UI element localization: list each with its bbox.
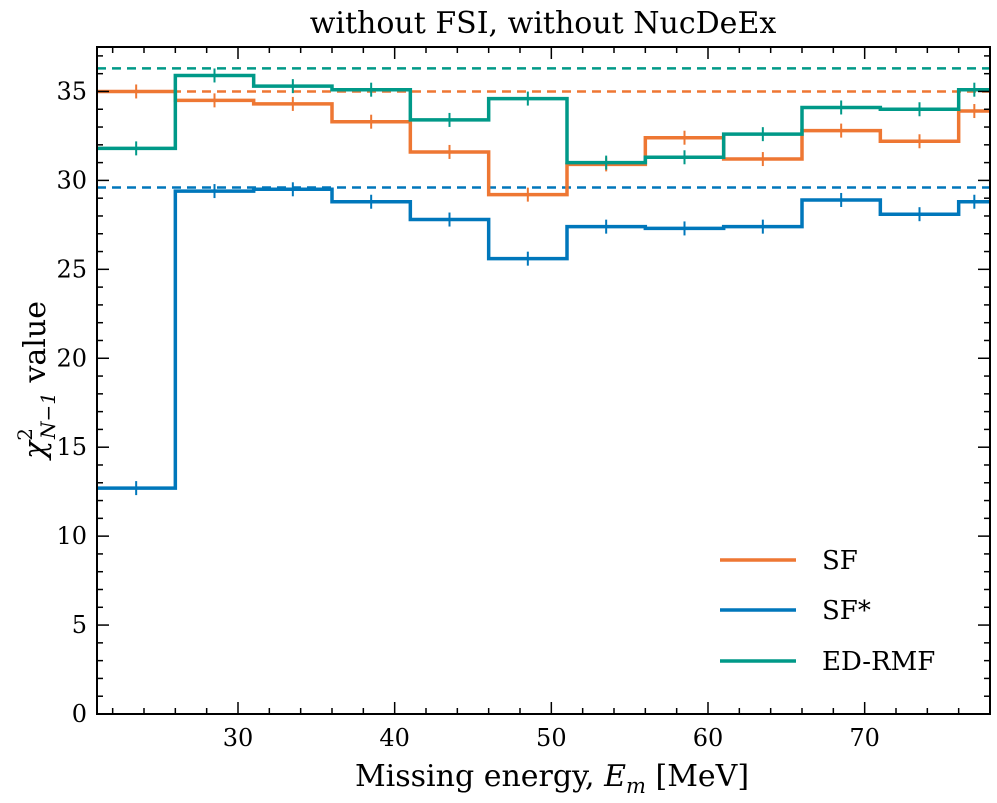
series-layer	[97, 67, 990, 496]
axes-layer: 30 40 50 60 70 0 5 10 15 20 25 30 35	[56, 46, 991, 752]
y-tick-label-30: 30	[56, 166, 87, 194]
y-axis-label: χ2N−1 value	[13, 301, 60, 461]
y-tick-label-15: 15	[56, 433, 87, 461]
y-axis-label-sub: N−1	[36, 392, 60, 440]
y-tick-label-0: 0	[72, 700, 87, 728]
x-tick-label-40: 40	[379, 724, 410, 752]
legend: SF SF* ED-RMF	[720, 546, 935, 677]
y-axis-label-suffix: value	[18, 301, 53, 392]
x-axis-label-unit: [MeV]	[646, 759, 749, 794]
y-tick-label-5: 5	[72, 611, 87, 639]
y-tick-label-25: 25	[56, 255, 87, 283]
y-axis-label-sup: 2	[13, 428, 37, 441]
x-axis-label-sub: m	[626, 774, 646, 798]
plot-frame	[96, 46, 991, 715]
x-axis-label-var: E	[603, 759, 626, 794]
x-axis-label-prefix: Missing energy,	[355, 759, 604, 794]
x-tick-label-60: 60	[693, 724, 724, 752]
series-step-sf	[97, 89, 990, 197]
chart-title: without FSI, without NucDeEx	[310, 6, 777, 41]
y-axis-label-chi: χ	[18, 439, 53, 461]
legend-label-ed-rmf: ED-RMF	[822, 647, 935, 677]
series-step-sf-star	[97, 187, 990, 490]
y-tick-label-10: 10	[56, 522, 87, 550]
y-tick-label-35: 35	[56, 77, 87, 105]
x-tick-label-50: 50	[536, 724, 567, 752]
x-tick-label-30: 30	[223, 724, 254, 752]
x-axis-label: Missing energy, Em [MeV]	[355, 759, 749, 798]
y-tick-label-20: 20	[56, 344, 87, 372]
series-step-ed-rmf	[97, 73, 990, 165]
legend-label-sf: SF	[822, 546, 858, 576]
x-tick-label-70: 70	[849, 724, 880, 752]
legend-label-sf-star: SF*	[822, 596, 871, 626]
